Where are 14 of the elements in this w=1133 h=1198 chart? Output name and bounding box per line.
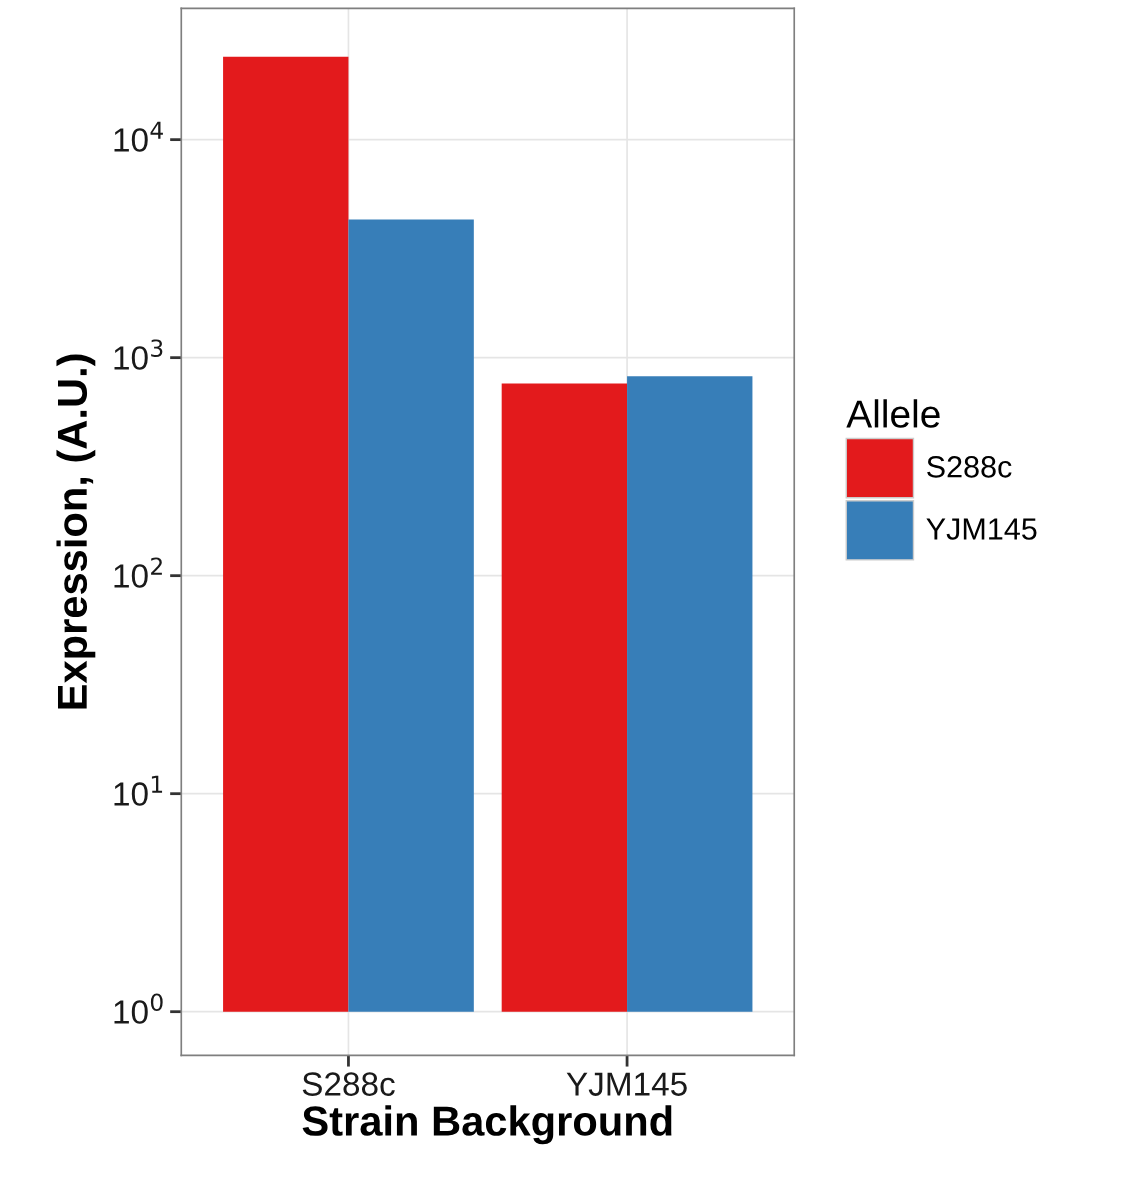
bar <box>223 56 349 1012</box>
bar <box>627 376 753 1012</box>
x-axis-title: Strain Background <box>302 1105 672 1145</box>
y-tick-label: 10$^{2}$ <box>114 557 162 588</box>
bar <box>501 383 628 1012</box>
y-tick-label: 10$^{4}$ <box>114 121 163 152</box>
legend-title: Allele <box>846 399 940 428</box>
y-axis-title: Expression, (A.U.) <box>56 354 96 709</box>
y-tick-label: 10$^{3}$ <box>114 339 163 370</box>
legend-label: S288c <box>927 456 1012 478</box>
y-tick-label: 10$^{1}$ <box>114 775 163 806</box>
y-tick-label: 10$^{0}$ <box>114 993 163 1024</box>
bar <box>348 219 474 1012</box>
legend-label: YJM145 <box>926 518 1037 540</box>
